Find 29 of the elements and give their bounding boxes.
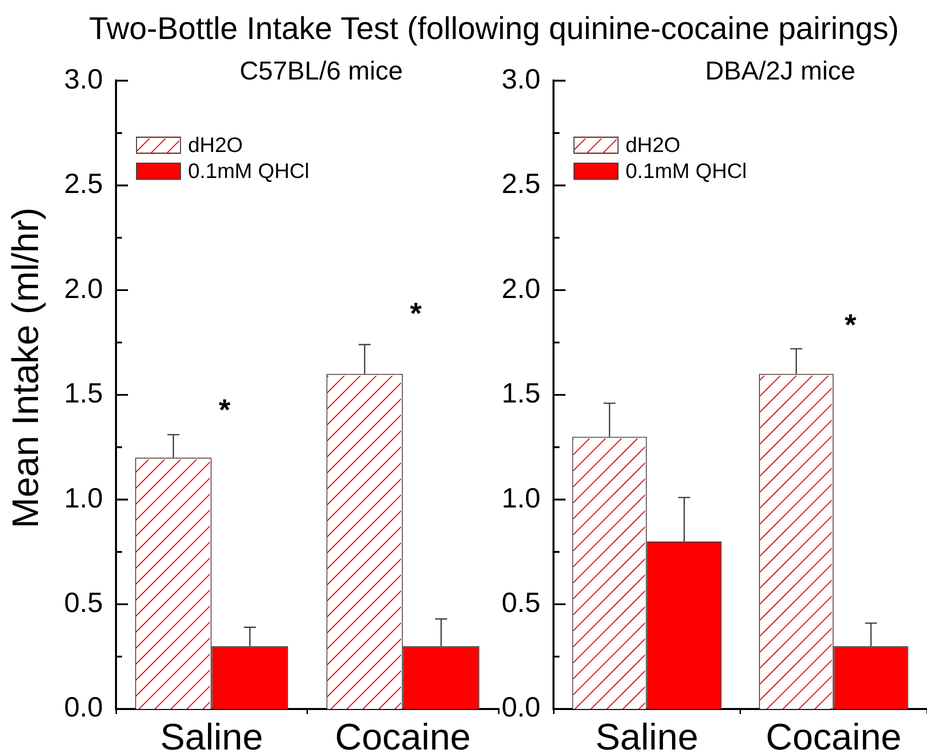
y-tick-label: 0.5: [502, 587, 540, 618]
legend-label: 0.1mM QHCl: [188, 160, 310, 183]
y-tick-label: 3.0: [502, 63, 540, 94]
annotation: *: [844, 308, 857, 342]
y-tick-label: 2.0: [64, 272, 103, 304]
y-tick-label: 0.0: [64, 692, 103, 723]
annotation: *: [410, 298, 422, 331]
y-tick-label: 3.0: [64, 63, 103, 94]
y-tick-label: 2.5: [64, 168, 103, 200]
chart-title: Two-Bottle Intake Test (following quinine-cocaine pairings): [88, 10, 900, 46]
y-tick-label: 0.5: [64, 587, 103, 618]
chart-subtitle: DBA/2J mice: [705, 56, 856, 86]
legend-label: dH2O: [188, 134, 243, 157]
y-axis-title: Mean Intake (ml/hr): [5, 207, 46, 528]
legend-label: dH2O: [626, 134, 680, 157]
y-tick-label: 2.0: [502, 272, 540, 304]
legend-label: 0.1mM QHCl: [626, 160, 747, 183]
y-tick-label: 0.0: [502, 692, 540, 723]
x-tick-label: Cocaine: [766, 716, 902, 755]
y-tick-label: 2.5: [502, 168, 540, 200]
annotation: *: [218, 394, 231, 428]
y-tick-label: 1.5: [64, 378, 103, 409]
x-tick-label: Saline: [595, 716, 698, 755]
chart-subtitle: C57BL/6 mice: [240, 56, 403, 86]
y-tick-label: 1.0: [502, 482, 540, 514]
y-tick-label: 1.0: [64, 482, 103, 514]
y-tick-label: 1.5: [502, 378, 540, 409]
x-tick-label: Saline: [160, 716, 264, 755]
x-tick-label: Cocaine: [334, 716, 471, 755]
